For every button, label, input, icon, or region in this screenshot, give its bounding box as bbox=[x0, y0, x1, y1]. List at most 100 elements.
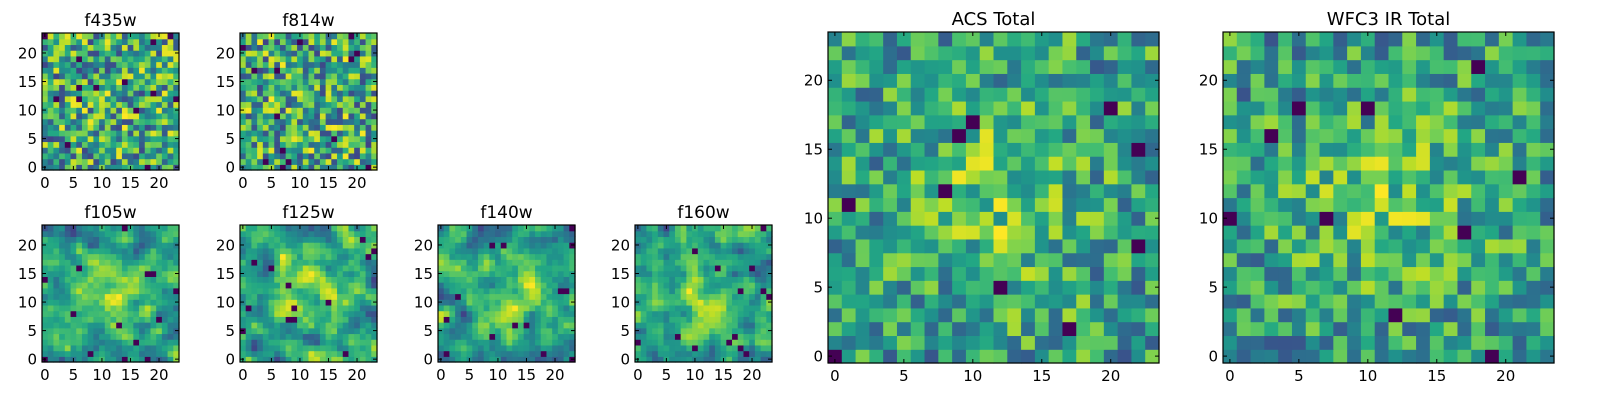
heatmap-cell bbox=[251, 118, 258, 125]
heatmap-cell bbox=[371, 322, 378, 329]
heatmap-cell bbox=[1250, 183, 1265, 199]
heatmap-cell bbox=[348, 225, 355, 232]
heatmap-cell bbox=[144, 327, 152, 335]
heatmap-cell bbox=[760, 236, 767, 243]
heatmap-cell bbox=[262, 293, 270, 300]
heatmap-cell bbox=[1429, 238, 1445, 254]
heatmap-cell bbox=[308, 130, 315, 137]
heatmap-cell bbox=[257, 124, 264, 131]
heatmap-cell bbox=[743, 225, 750, 232]
heatmap-cell bbox=[1429, 59, 1445, 74]
heatmap-cell bbox=[529, 287, 536, 295]
heatmap-cell bbox=[449, 322, 456, 329]
heatmap-cell bbox=[245, 44, 253, 51]
heatmap-cell bbox=[1333, 156, 1348, 171]
heatmap-cell bbox=[477, 253, 485, 260]
heatmap-cell bbox=[477, 310, 485, 317]
heatmap-cell bbox=[743, 236, 750, 243]
heatmap-cell bbox=[70, 61, 77, 68]
heatmap-cell bbox=[173, 333, 180, 340]
heatmap-cell bbox=[274, 322, 281, 329]
heatmap-cell bbox=[116, 247, 123, 255]
heatmap-cell bbox=[979, 238, 995, 254]
heatmap-cell bbox=[726, 316, 733, 323]
heatmap-cell bbox=[279, 356, 287, 363]
heatmap-cell bbox=[173, 118, 180, 125]
heatmap-cell bbox=[365, 124, 372, 131]
heatmap-cell bbox=[1264, 335, 1279, 350]
heatmap-cell bbox=[59, 101, 66, 108]
heatmap-cell bbox=[337, 72, 344, 80]
heatmap-cell bbox=[1540, 45, 1555, 61]
heatmap-cell bbox=[749, 322, 756, 329]
heatmap-cell bbox=[732, 327, 739, 335]
heatmap-cell bbox=[348, 327, 355, 335]
heatmap-cell bbox=[714, 299, 722, 306]
heatmap-cell bbox=[686, 276, 693, 283]
heatmap-cell bbox=[1062, 238, 1077, 254]
heatmap-cell bbox=[828, 169, 843, 185]
heatmap-cell bbox=[754, 293, 762, 300]
heatmap-cell bbox=[680, 259, 687, 266]
heatmap-cell bbox=[646, 236, 653, 243]
heatmap-cell bbox=[156, 339, 163, 346]
heatmap-cell bbox=[99, 84, 106, 91]
heatmap-cell bbox=[535, 259, 542, 266]
heatmap-cell bbox=[150, 38, 157, 46]
heatmap-cell bbox=[348, 339, 355, 346]
heatmap-cell bbox=[443, 282, 451, 289]
heatmap-cell bbox=[302, 130, 310, 137]
heatmap-cell bbox=[546, 327, 553, 335]
heatmap-cell bbox=[150, 225, 157, 232]
heatmap-cell bbox=[703, 350, 710, 357]
heatmap-cell bbox=[993, 183, 1008, 199]
heatmap-cell bbox=[257, 327, 264, 335]
heatmap-cell bbox=[87, 293, 94, 300]
heatmap-cell bbox=[64, 270, 72, 277]
heatmap-cell bbox=[552, 350, 559, 357]
heatmap-cell bbox=[121, 135, 129, 143]
heatmap-cell bbox=[87, 264, 94, 272]
heatmap-cell bbox=[720, 350, 727, 357]
heatmap-cell bbox=[308, 304, 315, 312]
heatmap-cell bbox=[506, 339, 513, 346]
heatmap-cell bbox=[133, 253, 140, 260]
heatmap-cell bbox=[59, 339, 66, 346]
heatmap-cell bbox=[64, 299, 72, 306]
x-tick-label: 20 bbox=[149, 174, 168, 192]
heatmap-cell bbox=[692, 339, 699, 346]
heatmap-cell bbox=[1526, 183, 1541, 199]
heatmap-cell bbox=[754, 350, 762, 357]
heatmap-cell bbox=[443, 230, 451, 238]
heatmap-cell bbox=[308, 225, 315, 232]
heatmap-cell bbox=[640, 259, 648, 266]
heatmap-cell bbox=[1291, 238, 1307, 254]
heatmap-cell bbox=[883, 321, 898, 337]
heatmap-cell bbox=[535, 264, 542, 272]
heatmap-cell bbox=[635, 287, 642, 295]
heatmap-cell bbox=[302, 276, 310, 283]
heatmap-cell bbox=[500, 270, 508, 277]
heatmap-cell bbox=[455, 230, 462, 238]
heatmap-cell bbox=[121, 107, 129, 114]
heatmap-cell bbox=[70, 158, 77, 165]
heatmap-cell bbox=[348, 72, 355, 80]
heatmap-cell bbox=[938, 142, 953, 157]
heatmap-cell bbox=[139, 322, 146, 329]
heatmap-cell bbox=[87, 107, 94, 114]
heatmap-cell bbox=[657, 293, 665, 300]
heatmap-cell bbox=[1540, 211, 1555, 226]
heatmap-cell bbox=[1471, 225, 1486, 240]
heatmap-cell bbox=[540, 299, 548, 306]
heatmap-cell bbox=[1471, 32, 1486, 47]
heatmap-cell bbox=[251, 259, 258, 266]
heatmap-cell bbox=[268, 316, 275, 323]
heatmap-cell bbox=[308, 118, 315, 125]
heatmap-cell bbox=[1007, 197, 1022, 212]
heatmap-cell bbox=[1416, 211, 1431, 226]
heatmap-cell bbox=[646, 253, 653, 260]
heatmap-cell bbox=[308, 327, 315, 335]
heatmap-cells bbox=[240, 225, 378, 363]
heatmap-cell bbox=[64, 38, 72, 46]
heatmap-cell bbox=[81, 84, 89, 91]
